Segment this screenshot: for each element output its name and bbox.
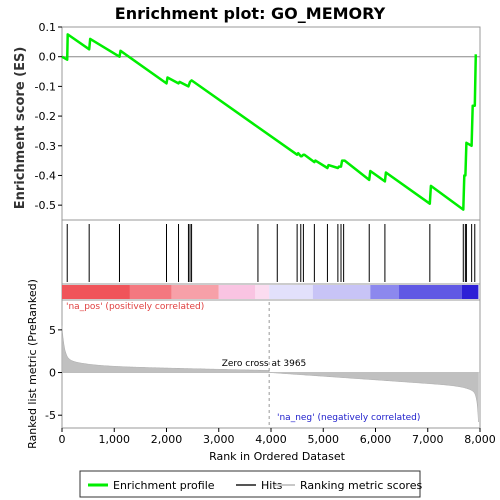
es-tick-label: -0.4 [35,169,56,182]
heatmap-segment [255,285,270,299]
hits-panel [61,219,481,285]
es-tick-label: -0.5 [35,199,56,212]
es-y-label: Enrichment score (ES) [13,47,28,210]
x-axis-label: Rank in Ordered Dataset [209,450,346,463]
legend-hits-label: Hits [261,479,283,492]
enrichment-profile [61,33,478,211]
hit-marks [66,224,476,282]
es-y-ticks: 0.1 0.0 -0.1 -0.2 -0.3 -0.4 -0.5 [35,21,62,212]
es-tick-label: -0.2 [35,110,56,123]
heatmap-segment [370,285,400,299]
legend-profile-label: Enrichment profile [113,479,215,492]
heatmap-segment [399,285,462,299]
x-tick-label: 2,000 [151,433,183,446]
heatmap-segment [269,285,313,299]
es-tick-label: 0.0 [39,51,57,64]
x-tick-label: 3,000 [203,433,235,446]
metric-tick-label: 0 [49,367,56,380]
es-panel [61,26,481,221]
legend: Enrichment profile Hits Ranking metric s… [79,470,422,498]
heatmap-segment [312,285,371,299]
x-tick-label: 0 [59,433,66,446]
metric-tick-label: 5 [49,324,56,337]
chart-title: Enrichment plot: GO_MEMORY [115,4,386,23]
zero-cross-label: Zero cross at 3965 [222,359,307,369]
profile-line [61,33,478,211]
metric-tick-label: -5 [45,409,56,422]
heatmap-segment [129,285,172,299]
neg-label: 'na_neg' (negatively correlated) [277,413,420,423]
metric-y-ticks: 5 0 -5 [45,324,62,422]
ranking-heatmap [62,285,479,299]
metric-panel [61,299,481,429]
x-ticks: 0 1,000 2,000 3,000 4,000 5,000 6,000 7,000 8,00… [59,428,496,446]
heatmap-segment [218,285,256,299]
x-tick-label: 6,000 [360,433,392,446]
es-tick-label: -0.3 [35,140,56,153]
heatmap-segment [171,285,219,299]
legend-metric-label: Ranking metric scores [300,479,422,492]
x-tick-label: 1,000 [99,433,131,446]
metric-y-label: Ranked list metric (PreRanked) [26,279,39,449]
es-tick-label: -0.1 [35,80,56,93]
x-tick-label: 5,000 [308,433,340,446]
x-tick-label: 4,000 [255,433,287,446]
x-tick-label: 7,000 [412,433,444,446]
es-tick-label: 0.1 [39,21,57,34]
ranking-metric-area [61,325,480,423]
pos-label: 'na_pos' (positively correlated) [66,302,204,312]
heatmap-segment [461,285,479,299]
x-tick-label: 8,000 [464,433,496,446]
heatmap-segment [62,285,130,299]
